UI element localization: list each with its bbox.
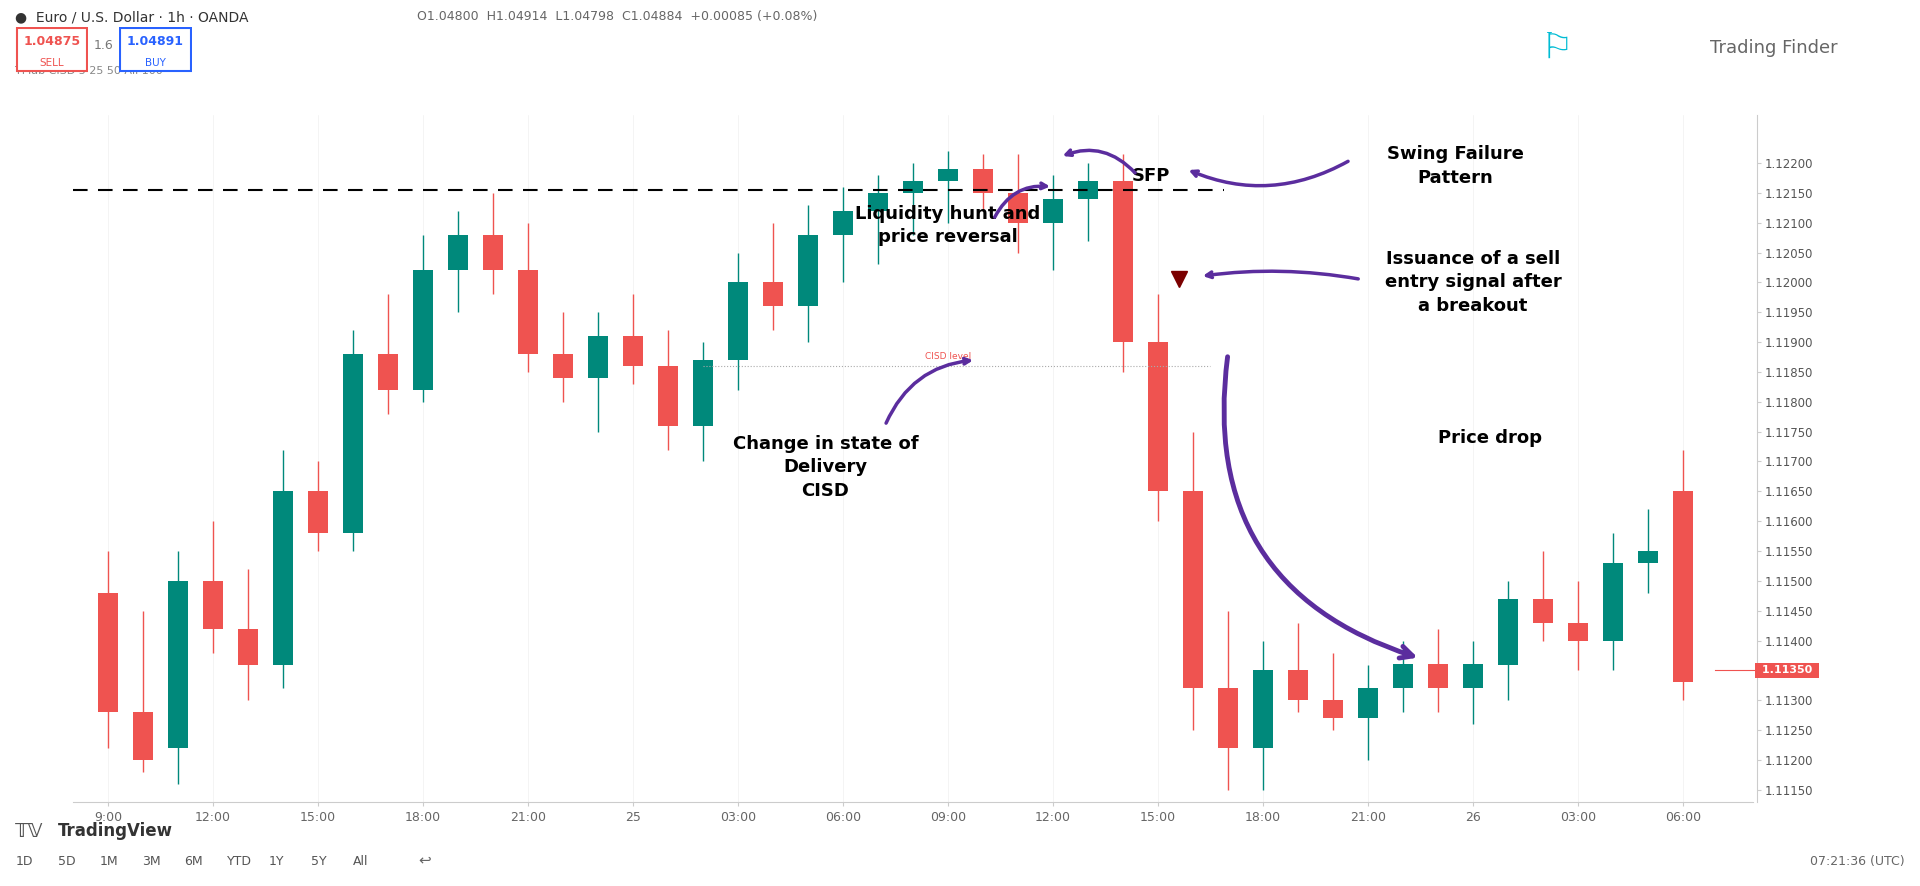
Text: ⚐: ⚐ xyxy=(1540,31,1572,65)
Bar xyxy=(1323,700,1342,719)
Bar xyxy=(624,336,643,366)
Text: 1.6: 1.6 xyxy=(94,39,113,52)
Bar xyxy=(728,283,747,360)
Bar xyxy=(378,354,397,390)
Bar xyxy=(484,235,503,270)
Bar xyxy=(98,593,117,712)
Bar xyxy=(1079,181,1098,198)
Text: O1.04800  H1.04914  L1.04798  C1.04884  +0.00085 (+0.08%): O1.04800 H1.04914 L1.04798 C1.04884 +0.0… xyxy=(417,10,818,23)
Bar xyxy=(553,354,572,378)
Text: TradingView: TradingView xyxy=(58,821,173,840)
Bar xyxy=(132,712,152,760)
Bar xyxy=(1219,688,1238,748)
Bar xyxy=(693,360,712,425)
Text: All: All xyxy=(353,855,369,868)
Bar xyxy=(868,193,887,211)
Text: CISD level: CISD level xyxy=(925,352,972,361)
Bar xyxy=(413,270,432,390)
Text: Issuance of a sell
entry signal after
a breakout: Issuance of a sell entry signal after a … xyxy=(1384,250,1561,315)
Bar xyxy=(833,211,852,235)
Bar xyxy=(1043,198,1062,222)
Bar xyxy=(344,354,363,533)
Bar xyxy=(1638,551,1657,563)
Bar xyxy=(518,270,538,354)
Bar xyxy=(1183,492,1202,688)
Bar xyxy=(1674,492,1693,682)
Bar xyxy=(1603,563,1622,641)
Bar xyxy=(1254,671,1273,748)
Bar xyxy=(1498,599,1517,664)
Bar xyxy=(902,181,924,193)
Text: Price drop: Price drop xyxy=(1438,429,1542,447)
Bar xyxy=(449,235,468,270)
Bar xyxy=(169,581,188,748)
Text: Liquidity hunt and
price reversal: Liquidity hunt and price reversal xyxy=(854,205,1041,246)
Bar xyxy=(309,492,328,533)
Bar xyxy=(1008,193,1027,222)
Text: 1Y: 1Y xyxy=(269,855,284,868)
Bar xyxy=(1569,623,1588,641)
Text: ●  Euro / U.S. Dollar · 1h · OANDA: ● Euro / U.S. Dollar · 1h · OANDA xyxy=(15,10,250,24)
Text: 1D: 1D xyxy=(15,855,33,868)
Bar xyxy=(1534,599,1553,623)
Text: Trading Finder: Trading Finder xyxy=(1711,39,1837,57)
Text: TFlab CISD 5 25 50 All 100: TFlab CISD 5 25 50 All 100 xyxy=(15,66,163,76)
Bar xyxy=(1288,671,1308,700)
Text: Change in state of
Delivery
CISD: Change in state of Delivery CISD xyxy=(733,435,918,500)
Bar xyxy=(1463,664,1482,688)
Text: 6M: 6M xyxy=(184,855,204,868)
Text: BUY: BUY xyxy=(146,58,165,67)
Text: 07:21:36 (UTC): 07:21:36 (UTC) xyxy=(1811,855,1905,868)
Bar xyxy=(939,169,958,181)
Bar xyxy=(973,169,993,193)
Text: SELL: SELL xyxy=(40,58,63,67)
Bar xyxy=(1357,688,1377,719)
Bar xyxy=(588,336,607,378)
Text: ↩: ↩ xyxy=(419,853,432,868)
Text: YTD: YTD xyxy=(227,855,252,868)
Text: SFP: SFP xyxy=(1131,167,1169,185)
Bar xyxy=(1148,342,1167,492)
Bar xyxy=(764,283,783,307)
Bar xyxy=(204,581,223,629)
Text: 5D: 5D xyxy=(58,855,75,868)
Bar xyxy=(238,629,257,664)
Bar xyxy=(799,235,818,307)
Text: 5Y: 5Y xyxy=(311,855,326,868)
Text: 1.04875: 1.04875 xyxy=(23,35,81,48)
Text: 3M: 3M xyxy=(142,855,161,868)
Text: 1M: 1M xyxy=(100,855,119,868)
Text: 1.04891: 1.04891 xyxy=(127,35,184,48)
Bar xyxy=(1114,181,1133,342)
Bar xyxy=(1428,664,1448,688)
FancyBboxPatch shape xyxy=(17,28,86,71)
Bar xyxy=(273,492,292,664)
Text: Swing Failure
Pattern: Swing Failure Pattern xyxy=(1386,145,1524,187)
Text: 1.11350: 1.11350 xyxy=(1759,665,1816,675)
Text: 𝕋𝕍: 𝕋𝕍 xyxy=(15,821,44,841)
Bar xyxy=(659,366,678,425)
Bar xyxy=(1394,664,1413,688)
FancyBboxPatch shape xyxy=(121,28,190,71)
